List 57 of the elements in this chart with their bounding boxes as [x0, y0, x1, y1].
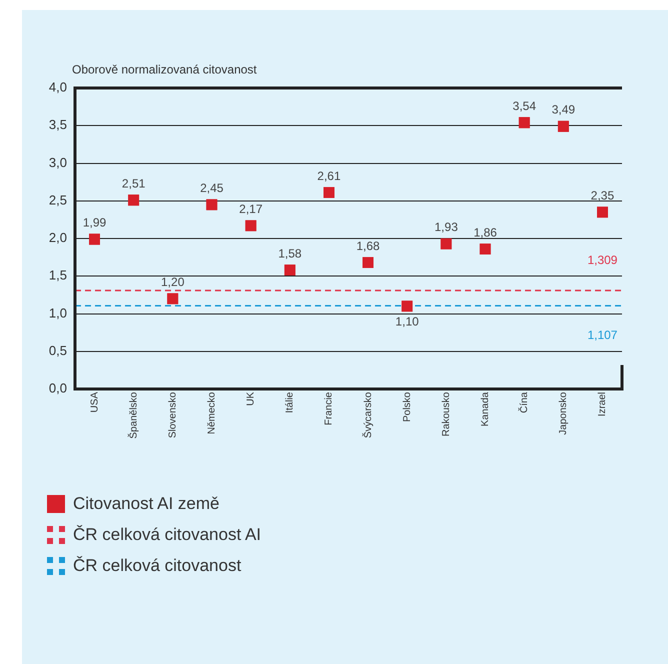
point [167, 293, 178, 304]
data-label: 2,45 [200, 180, 224, 195]
point [284, 264, 296, 276]
x-tick-label: Švýcarsko [362, 392, 374, 438]
point [402, 300, 413, 312]
x-tick-label: USA [89, 392, 100, 413]
x-tick-label: Německo [206, 392, 218, 434]
point [362, 257, 374, 268]
data-label: 1,93 [434, 220, 458, 234]
data-label: 2,51 [122, 176, 146, 190]
x-tick-label: Rakousko [440, 392, 452, 436]
y-tick-label: 1,0 [48, 305, 67, 320]
data-label: 2,17 [239, 202, 263, 216]
point [324, 187, 334, 198]
x-tick-label: Japonsko [558, 392, 570, 435]
data-label: 3,54 [512, 98, 536, 113]
data-label: 1,99 [82, 216, 107, 230]
x-tick-label: Slovensko [167, 392, 178, 438]
annotation: 1,107 [587, 328, 618, 342]
y-tick-label: 0,5 [48, 342, 67, 358]
data-label: 2,61 [317, 168, 341, 183]
point [128, 194, 140, 206]
point [597, 206, 608, 218]
point [558, 120, 569, 132]
data-label: 2,35 [590, 188, 614, 202]
x-tick-label: Francie [324, 392, 335, 426]
y-tick-label: 3,0 [48, 154, 67, 170]
data-label: 1,20 [161, 275, 185, 290]
x-tick-label: Itálie [284, 392, 296, 414]
data-label: 3,49 [552, 102, 576, 117]
point [206, 199, 218, 210]
x-tick-label: Čína [518, 392, 530, 414]
y-tick-label: 2,0 [48, 230, 67, 246]
y-tick-label: 4,0 [48, 80, 67, 95]
x-tick-label: Španělsko [127, 392, 140, 439]
y-tick-label: 1,5 [48, 268, 67, 283]
data-label: 1,58 [278, 246, 302, 260]
y-axis-title: Oborově normalizovaná citovanost [72, 62, 258, 76]
y-tick-label: 0,0 [48, 380, 67, 396]
y-tick-label: 3,5 [48, 117, 67, 132]
y-tick-label: 2,5 [48, 192, 67, 208]
point [440, 238, 452, 250]
x-tick-label: Izrael [597, 392, 608, 416]
annotation: 1,309 [587, 252, 618, 267]
point [245, 220, 256, 232]
point [480, 244, 491, 254]
data-label: 1,10 [395, 314, 420, 329]
legend-label: Citovanost AI země [73, 494, 220, 514]
x-tick-label: Kanada [480, 392, 491, 426]
data-label: 1,86 [474, 225, 498, 240]
legend-label: ČR celková citovanost [73, 556, 242, 576]
point [518, 117, 530, 128]
point [89, 234, 100, 245]
x-tick-label: Polsko [402, 392, 413, 422]
x-tick-label: UK [246, 392, 257, 406]
legend-label: ČR celková citovanost AI [73, 524, 262, 544]
data-label: 1,68 [356, 238, 380, 253]
